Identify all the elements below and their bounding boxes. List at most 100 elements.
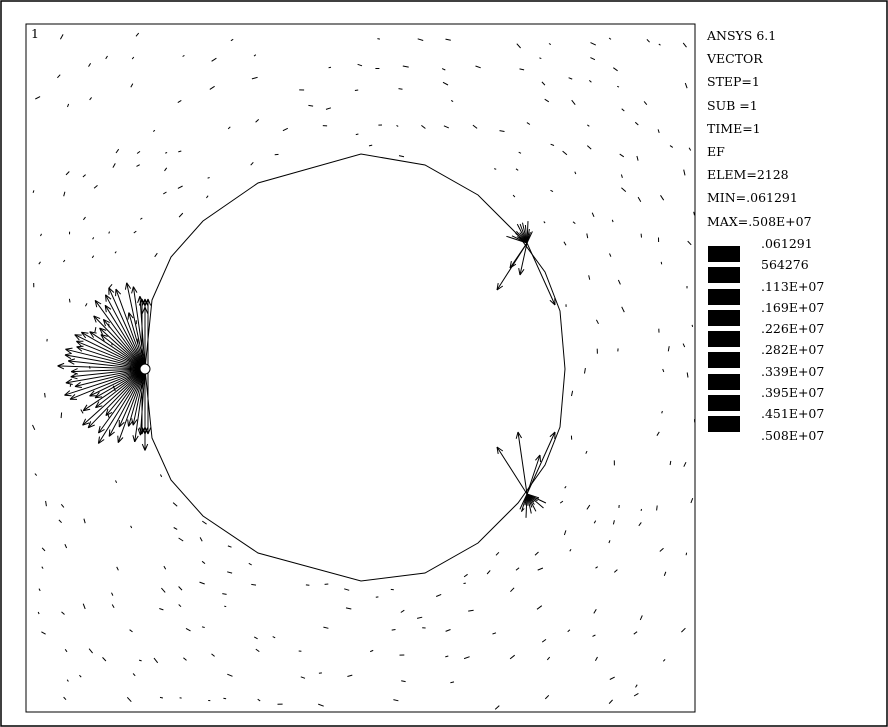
vector-dash — [207, 177, 210, 179]
vector-dash — [421, 125, 426, 129]
vector-dash — [472, 124, 478, 129]
info-line-item: EF — [707, 144, 725, 160]
vector-dash — [541, 638, 547, 643]
arrow-head — [118, 421, 125, 428]
arrow-head — [89, 331, 95, 338]
vector-dash — [590, 57, 596, 61]
vector-dash — [282, 127, 289, 132]
arrow-head — [98, 425, 101, 434]
window-number: 1 — [31, 26, 39, 41]
arrow-head — [88, 424, 95, 429]
vector-dash — [571, 99, 576, 106]
legend-label: .226E+07 — [761, 321, 825, 337]
arrow-head — [147, 298, 152, 306]
vector-arrow — [105, 294, 146, 370]
arrow-head — [94, 300, 98, 308]
vector-dash — [105, 55, 108, 60]
vector-dash — [559, 500, 564, 504]
arrow-head — [518, 268, 521, 276]
vector-arrow — [89, 368, 146, 397]
vector-dash — [688, 147, 692, 151]
vector-dash — [613, 67, 618, 72]
vector-dash — [199, 537, 203, 542]
arrow-head — [496, 283, 499, 291]
vector-dash — [684, 82, 688, 89]
vector-dash — [202, 520, 207, 525]
vector-dash — [65, 171, 70, 176]
vector-arrow — [519, 242, 528, 276]
vector-dash — [173, 527, 178, 530]
vector-dash — [494, 705, 500, 710]
vector-dash — [112, 163, 116, 168]
vector-field — [32, 32, 696, 710]
vector-dash — [114, 251, 117, 254]
vector-dash — [515, 168, 519, 171]
arrow-head — [69, 394, 76, 400]
arrow-head — [64, 390, 71, 396]
vector-arrow — [139, 368, 146, 436]
arrow-head — [83, 408, 91, 412]
arrow-head — [97, 436, 100, 444]
vector-arrow — [69, 368, 146, 400]
vector-dash — [44, 392, 46, 398]
vector-dash — [60, 503, 65, 508]
vector-dash — [227, 545, 232, 548]
legend-row: .226E+07 — [707, 318, 883, 348]
vector-dash — [588, 80, 592, 83]
arrow-head — [74, 386, 82, 388]
vector-dash — [172, 502, 178, 507]
vector-dash — [83, 518, 86, 524]
vector-dash — [345, 607, 352, 610]
vector-dash — [661, 410, 663, 414]
arrow-head — [549, 431, 556, 438]
vector-dash — [562, 150, 568, 156]
vector-dash — [89, 97, 92, 101]
vector-arrow — [93, 315, 146, 370]
vector-dash — [587, 124, 590, 127]
vector-dash — [646, 39, 650, 43]
vector-arrow — [68, 360, 146, 370]
vector-dash — [691, 324, 694, 328]
vector-dash — [515, 567, 520, 571]
vector-dash — [621, 108, 625, 112]
vector-arrow — [509, 242, 528, 269]
arrow-head — [65, 378, 73, 384]
vector-dash — [253, 636, 258, 640]
info-line-sub: SUB =1 — [707, 97, 758, 113]
arrow-head — [105, 294, 112, 300]
vector-dash — [574, 171, 577, 175]
vector-dash — [612, 520, 615, 525]
arrow-head — [496, 446, 499, 454]
vector-dash — [534, 551, 539, 556]
vector-dash — [569, 549, 572, 552]
vector-dash — [563, 530, 567, 536]
vector-dash — [255, 648, 260, 653]
vector-dash — [611, 219, 614, 223]
vector-dash — [136, 164, 140, 167]
vector-dash — [681, 627, 686, 633]
vector-dash — [368, 144, 373, 147]
arrow-head — [141, 427, 146, 435]
legend-label: 564276 — [761, 257, 809, 273]
vector-dash — [257, 698, 261, 702]
vector-dash — [61, 611, 65, 615]
vector-dash — [115, 148, 120, 154]
vector-dash — [130, 83, 134, 88]
arrow-head — [141, 443, 146, 451]
arrow-head — [132, 419, 138, 426]
arrow-head — [100, 334, 108, 337]
vector-arrow — [89, 331, 146, 370]
vector-dash — [132, 673, 136, 677]
arrow-head — [89, 331, 97, 334]
arrow-head — [82, 422, 90, 426]
vector-dash — [445, 655, 449, 658]
vector-dash — [621, 306, 625, 313]
arrow-head — [71, 371, 78, 375]
arrow-head — [132, 286, 138, 293]
vector-dash — [619, 153, 625, 158]
legend-swatch — [708, 309, 740, 326]
vector-dash — [636, 155, 639, 161]
arrow-head — [141, 298, 146, 306]
vector-dash — [588, 275, 591, 280]
